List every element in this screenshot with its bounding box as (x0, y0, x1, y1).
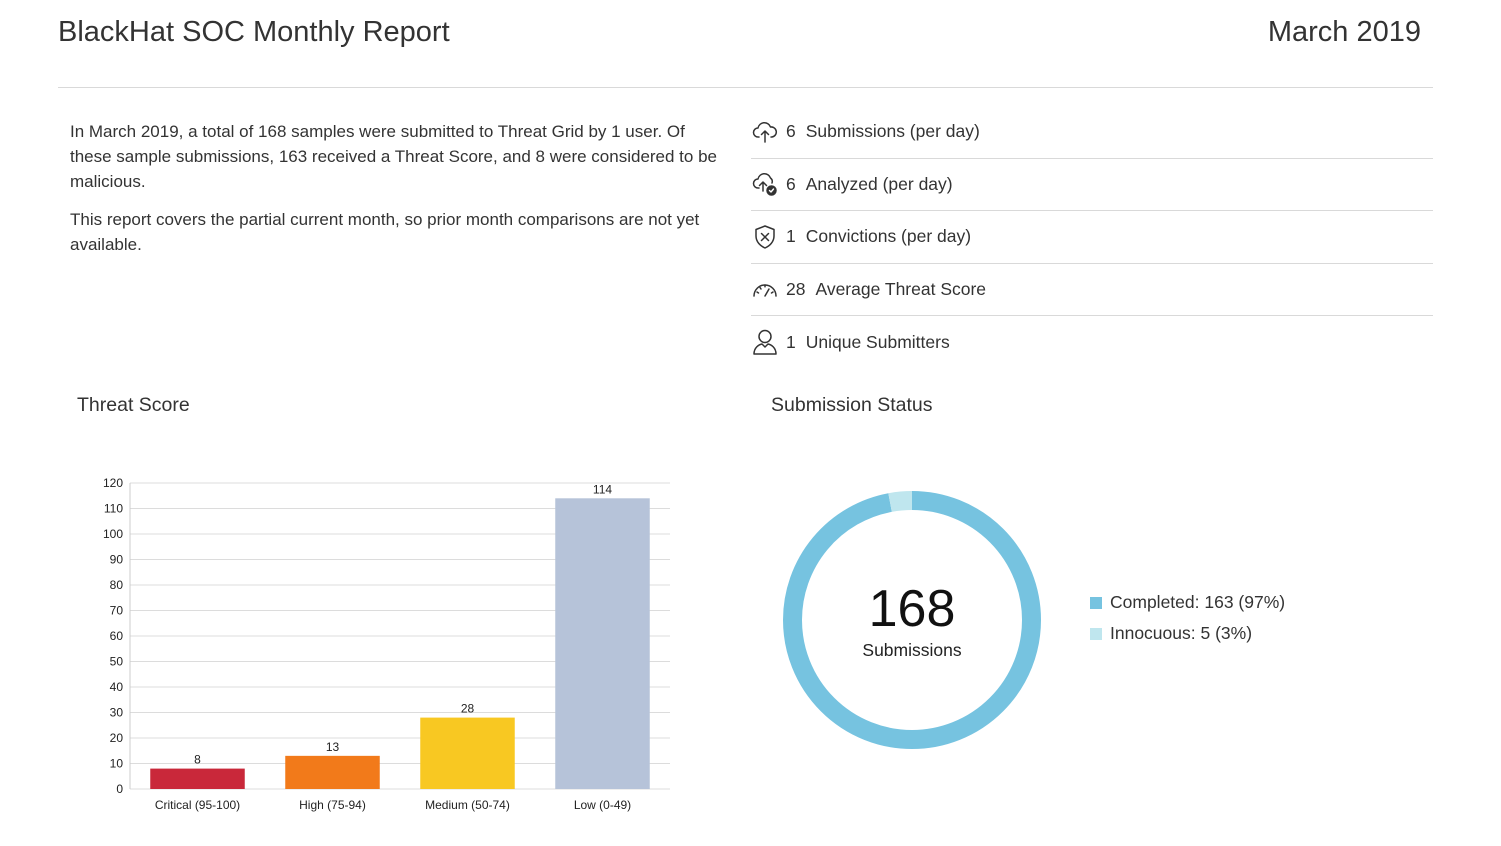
y-tick-label: 40 (110, 680, 124, 694)
report-month: March 2019 (1267, 16, 1421, 48)
y-tick-label: 120 (103, 476, 123, 490)
donut-legend: Completed: 163 (97%) Innocuous: 5 (3%) (1090, 587, 1285, 649)
legend-item: Completed: 163 (97%) (1090, 587, 1285, 618)
bar (555, 498, 650, 789)
bar-data-label: 13 (326, 740, 340, 754)
y-tick-label: 30 (110, 706, 124, 720)
stat-convictions: 1 Convictions (per day) (751, 211, 1433, 264)
cloud-upload-icon (751, 118, 779, 146)
stat-value: 1 (786, 226, 796, 247)
y-tick-label: 100 (103, 527, 123, 541)
y-tick-label: 110 (104, 502, 123, 516)
stat-label: Average Threat Score (815, 278, 987, 299)
legend-swatch (1090, 596, 1102, 609)
bar (285, 755, 380, 789)
donut-total-value: 168 (868, 580, 956, 638)
submission-status-title: Submission Status (771, 394, 933, 416)
report-title: BlackHat SOC Monthly Report (58, 16, 450, 48)
stat-label: Unique Submitters (805, 331, 950, 352)
header-divider (58, 87, 1433, 88)
shield-x-icon (751, 223, 779, 251)
stat-value: 6 (786, 173, 796, 194)
y-tick-label: 90 (110, 553, 124, 567)
bar (150, 768, 245, 789)
user-icon (751, 328, 779, 356)
x-tick-label: Critical (95-100) (155, 798, 240, 812)
bar-data-label: 8 (194, 753, 201, 767)
y-tick-label: 0 (116, 782, 123, 796)
stat-unique-submitters: 1 Unique Submitters (751, 316, 1433, 369)
bar-data-label: 114 (593, 482, 612, 496)
summary-paragraph: In March 2019, a total of 168 samples we… (70, 122, 717, 191)
stat-value: 6 (786, 121, 796, 142)
speedometer-icon (751, 275, 779, 303)
legend-label: Completed: 163 (97%) (1110, 592, 1286, 612)
x-tick-label: High (75-94) (299, 798, 366, 812)
y-tick-label: 70 (110, 604, 124, 618)
stat-label: Analyzed (per day) (805, 173, 953, 194)
stat-average-score: 28 Average Threat Score (751, 264, 1433, 316)
stat-label: Submissions (per day) (805, 121, 980, 142)
summary-paragraph: This report covers the partial current m… (70, 210, 700, 254)
donut-slice (783, 491, 1041, 749)
bar (420, 717, 515, 789)
x-tick-label: Low (0-49) (574, 798, 631, 812)
legend-label: Innocuous: 5 (3%) (1110, 623, 1253, 643)
stat-value: 28 (786, 278, 806, 299)
stat-label: Convictions (per day) (805, 226, 972, 247)
legend-swatch (1090, 627, 1102, 640)
stat-value: 1 (786, 331, 796, 352)
submission-status-donut-chart (783, 491, 1041, 749)
y-tick-label: 60 (110, 629, 124, 643)
stat-submissions: 6 Submissions (per day) (751, 106, 1433, 159)
stats-list: 6 Submissions (per day) 6 Analyzed (per … (751, 106, 1433, 369)
threat-score-bar-chart: 0 10 20 30 40 50 60 70 80 90 100 110 120 8 Critical (9… (103, 476, 670, 812)
y-tick-label: 80 (110, 578, 124, 592)
stat-analyzed: 6 Analyzed (per day) (751, 159, 1433, 211)
summary-text: In March 2019, a total of 168 samples we… (70, 119, 725, 270)
donut-center: 168 Submissions (782, 580, 1042, 661)
bar-data-label: 28 (461, 702, 475, 716)
donut-total-label: Submissions (862, 640, 962, 660)
y-tick-label: 10 (110, 757, 124, 771)
x-tick-label: Medium (50-74) (425, 798, 510, 812)
cloud-check-icon (751, 170, 779, 198)
y-tick-label: 50 (110, 655, 124, 669)
legend-item: Innocuous: 5 (3%) (1090, 618, 1285, 649)
y-tick-label: 20 (110, 731, 124, 745)
threat-score-title: Threat Score (77, 394, 190, 416)
